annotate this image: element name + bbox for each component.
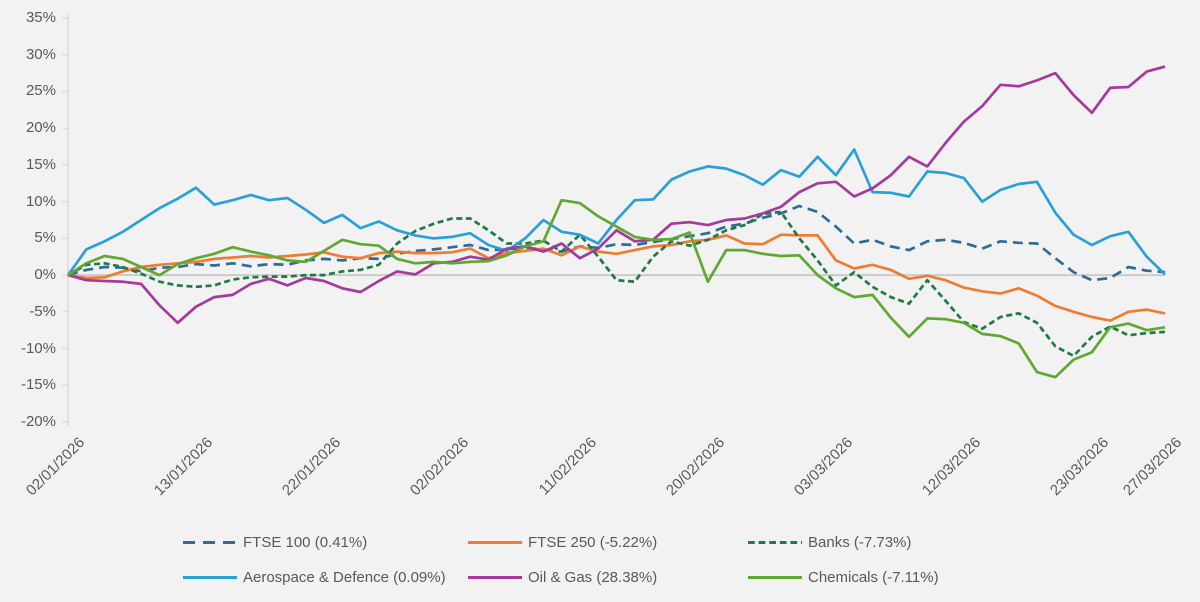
y-tick-label: -20% [20,413,56,430]
legend-label: Chemicals (-7.11%) [808,569,939,586]
y-tick-label: -10% [20,339,56,357]
y-tick-label: 30% [25,45,56,63]
legend-swatch-banks [748,541,802,544]
series-line-banks [67,210,1166,358]
y-tick-label: -15% [20,376,56,394]
chart-legend: FTSE 100 (0.41%) FTSE 250 (-5.22%) Banks (… [183,533,939,587]
legend-item-ftse-100: FTSE 100 (0.41%) [183,533,468,552]
legend-swatch-oil-gas [468,576,522,579]
y-tick-label: 20% [25,119,56,137]
y-tick-label: 5% [34,229,56,247]
y-tick-label: 0% [34,266,56,284]
series-line-aerospace-defence [66,148,1166,276]
y-tick-label: -5% [29,302,56,320]
y-tick-label: 35% [25,9,56,26]
series-line-ftse-100 [67,204,1166,282]
series-line-oil-gas [67,65,1166,325]
legend-swatch-chemicals [748,576,802,579]
legend-item-chemicals: Chemicals (-7.11%) [748,568,939,587]
y-tick-label: 25% [25,82,56,100]
legend-item-aerospace-defence: Aerospace & Defence (0.09%) [183,568,468,587]
legend-item-ftse-250: FTSE 250 (-5.22%) [468,533,748,552]
legend-item-banks: Banks (-7.73%) [748,533,939,552]
legend-label: Oil & Gas (28.38%) [528,569,658,586]
legend-label: Banks (-7.73%) [808,534,912,551]
legend-swatch-ftse-250 [468,541,522,544]
y-tick-label: 15% [25,155,56,173]
legend-swatch-aerospace-defence [183,576,237,579]
legend-label: FTSE 250 (-5.22%) [528,534,658,551]
legend-label: Aerospace & Defence (0.09%) [243,569,446,586]
legend-label: FTSE 100 (0.41%) [243,534,368,551]
legend-swatch-ftse-100 [183,541,237,544]
series-line-chemicals [67,198,1166,379]
legend-item-oil-gas: Oil & Gas (28.38%) [468,568,748,587]
series-line-ftse-250 [67,233,1166,322]
y-tick-label: 10% [25,192,56,210]
